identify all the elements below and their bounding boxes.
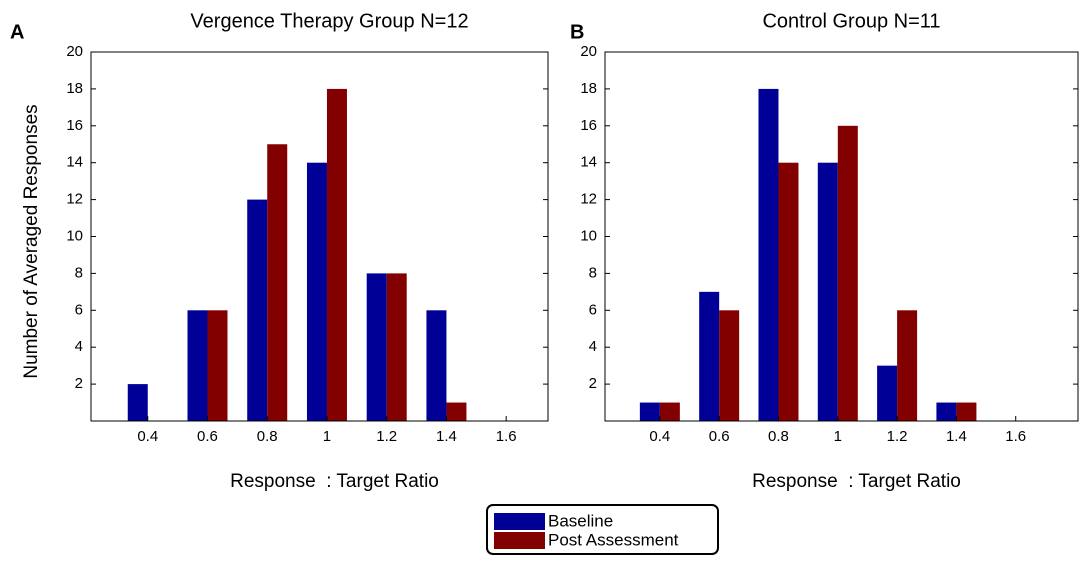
legend-swatch [494,532,545,549]
y-axis-label: Number of Averaged Responses [21,104,42,378]
y-tick-label: 14 [580,154,597,171]
bar [699,291,720,421]
y-tick-label: 16 [580,117,597,134]
bar [956,402,977,421]
panel-label: A [10,21,24,43]
bar [778,162,799,421]
x-tick-label: 0.6 [197,428,218,445]
x-tick-label: 1.4 [436,428,457,445]
bar [659,402,680,421]
x-tick-label: 0.4 [649,428,670,445]
bar [306,162,327,421]
panel-label: B [570,21,584,43]
legend-swatch [494,513,545,530]
bar [366,273,387,421]
x-tick-label: 1 [834,428,842,445]
x-tick-label: 1.2 [887,428,908,445]
x-axis-label: Response : Target Ratio [230,471,439,492]
x-axis-label: Response : Target Ratio [752,471,961,492]
bar [446,402,467,421]
y-tick-label: 2 [75,375,83,392]
x-tick-label: 1 [323,428,331,445]
y-tick-label: 12 [66,191,83,208]
bar [127,384,148,421]
x-tick-label: 0.8 [768,428,789,445]
x-tick-label: 1.2 [376,428,397,445]
bar [326,88,347,422]
y-tick-label: 16 [66,117,83,134]
bar [897,310,918,421]
legend-label: Baseline [548,511,613,530]
y-tick-label: 6 [589,301,597,318]
bar [758,88,779,422]
y-tick-label: 10 [580,227,597,244]
bar [877,365,898,421]
bar [267,144,288,421]
y-tick-label: 4 [589,338,597,355]
y-tick-label: 20 [66,43,83,60]
x-tick-label: 0.6 [709,428,730,445]
y-tick-label: 12 [580,191,597,208]
bar [936,402,957,421]
bar [817,162,838,421]
x-tick-label: 1.6 [1005,428,1026,445]
y-tick-label: 20 [580,43,597,60]
y-tick-label: 6 [75,301,83,318]
y-tick-label: 8 [589,264,597,281]
y-tick-label: 4 [75,338,83,355]
y-tick-label: 18 [66,80,83,97]
y-tick-label: 14 [66,154,83,171]
bar [247,199,268,421]
x-tick-label: 1.6 [496,428,517,445]
x-tick-label: 1.4 [946,428,967,445]
chart-title: Vergence Therapy Group N=12 [190,10,468,32]
y-tick-label: 2 [589,375,597,392]
bar [426,310,447,421]
y-tick-label: 18 [580,80,597,97]
bar [719,310,740,421]
bar [386,273,407,421]
bar [639,402,660,421]
chart-title: Control Group N=11 [762,10,940,32]
legend-label: Post Assessment [548,530,679,549]
bar [207,310,228,421]
x-tick-label: 0.4 [137,428,158,445]
bar [837,125,858,422]
y-tick-label: 10 [66,227,83,244]
y-tick-label: 8 [75,264,83,281]
bar [187,310,208,421]
x-tick-label: 0.8 [257,428,278,445]
